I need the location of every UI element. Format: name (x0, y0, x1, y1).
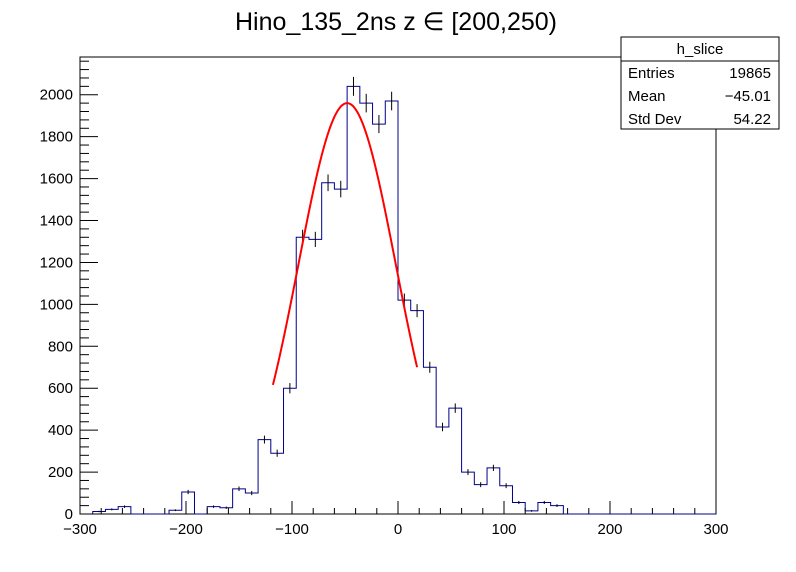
x-tick-label: −300 (63, 521, 97, 538)
axes: −300 −200 −100 0 100 200 300 0 200 400 600 800 1000 1… (40, 60, 729, 538)
stats-label-stddev: Std Dev (628, 111, 682, 128)
stats-value-mean: −45.01 (725, 88, 771, 105)
y-tick-label: 1000 (40, 296, 73, 313)
y-tick-label: 1400 (40, 213, 73, 230)
chart-title: Hino_135_2ns z ∈ [200,250) (235, 8, 557, 36)
y-tick-label: 2000 (40, 87, 73, 104)
stats-label-entries: Entries (628, 65, 675, 82)
y-tick-label: 200 (48, 464, 73, 481)
x-tick-label: 200 (597, 521, 622, 538)
y-tick-label: 1600 (40, 171, 73, 188)
y-tick-label: 400 (48, 422, 73, 439)
y-tick-label: 0 (65, 506, 73, 523)
x-tick-label: 300 (703, 521, 728, 538)
x-tick-label: −100 (275, 521, 309, 538)
stats-value-entries: 19865 (729, 65, 771, 82)
stats-box-frame (620, 36, 780, 130)
stats-box: h_slice Entries 19865 Mean −45.01 Std De… (620, 36, 780, 130)
stats-box-title: h_slice (677, 41, 724, 58)
x-tick-label: 100 (491, 521, 516, 538)
fit-curve (271, 102, 419, 386)
y-tick-label: 800 (48, 338, 73, 355)
x-tick-label: −200 (169, 521, 203, 538)
y-tick-label: 600 (48, 380, 73, 397)
histogram-outline (80, 85, 716, 515)
y-tick-label: 1200 (40, 254, 73, 271)
gaussian-fit-line (271, 102, 419, 386)
x-tick-label: 0 (394, 521, 402, 538)
histogram-bars (80, 76, 716, 515)
y-tick-label: 1800 (40, 129, 73, 146)
stats-value-stddev: 54.22 (733, 111, 771, 128)
stats-label-mean: Mean (628, 88, 666, 105)
